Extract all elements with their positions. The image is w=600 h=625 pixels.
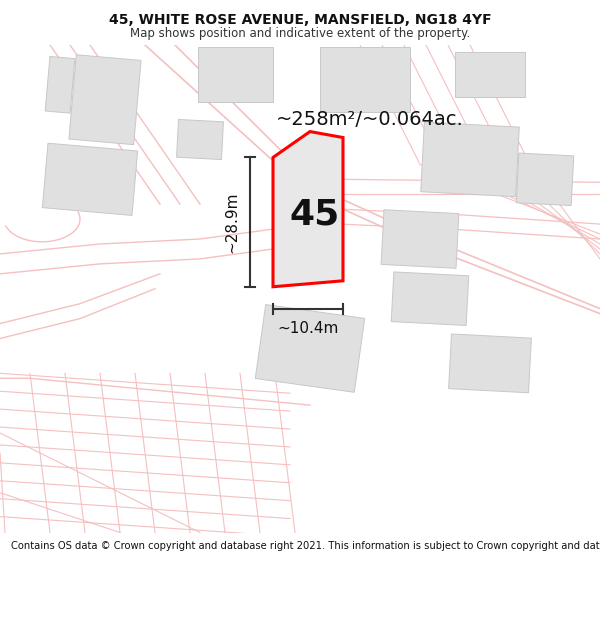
Polygon shape bbox=[197, 48, 272, 102]
Polygon shape bbox=[320, 48, 410, 112]
Polygon shape bbox=[449, 334, 532, 392]
Text: 45: 45 bbox=[290, 197, 340, 231]
Text: Contains OS data © Crown copyright and database right 2021. This information is : Contains OS data © Crown copyright and d… bbox=[11, 541, 600, 551]
Polygon shape bbox=[421, 122, 519, 197]
Text: ~258m²/~0.064ac.: ~258m²/~0.064ac. bbox=[276, 110, 464, 129]
Polygon shape bbox=[455, 52, 525, 98]
Polygon shape bbox=[45, 56, 75, 113]
Polygon shape bbox=[176, 119, 223, 159]
Text: Map shows position and indicative extent of the property.: Map shows position and indicative extent… bbox=[130, 27, 470, 40]
Polygon shape bbox=[273, 131, 343, 287]
Polygon shape bbox=[69, 55, 141, 144]
Text: ~10.4m: ~10.4m bbox=[277, 321, 338, 336]
Polygon shape bbox=[381, 210, 459, 268]
Text: 45, WHITE ROSE AVENUE, MANSFIELD, NG18 4YF: 45, WHITE ROSE AVENUE, MANSFIELD, NG18 4… bbox=[109, 12, 491, 26]
Polygon shape bbox=[43, 143, 137, 216]
Polygon shape bbox=[516, 153, 574, 206]
Text: ~28.9m: ~28.9m bbox=[224, 191, 239, 253]
Polygon shape bbox=[255, 304, 365, 392]
Polygon shape bbox=[391, 272, 469, 326]
